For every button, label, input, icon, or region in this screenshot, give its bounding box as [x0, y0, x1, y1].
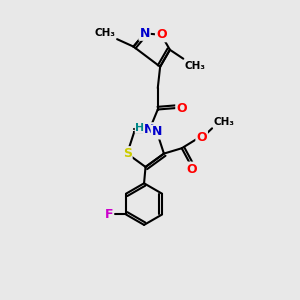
Text: N: N: [152, 125, 162, 139]
Text: O: O: [196, 131, 207, 144]
Text: O: O: [186, 163, 196, 176]
Text: O: O: [176, 101, 187, 115]
Text: H: H: [135, 123, 145, 133]
Text: CH₃: CH₃: [185, 61, 206, 71]
Text: CH₃: CH₃: [94, 28, 116, 38]
Text: O: O: [156, 28, 166, 41]
Text: N: N: [144, 123, 154, 136]
Text: CH₃: CH₃: [214, 116, 235, 127]
Text: S: S: [123, 147, 132, 160]
Text: F: F: [104, 208, 113, 221]
Text: N: N: [140, 27, 150, 40]
